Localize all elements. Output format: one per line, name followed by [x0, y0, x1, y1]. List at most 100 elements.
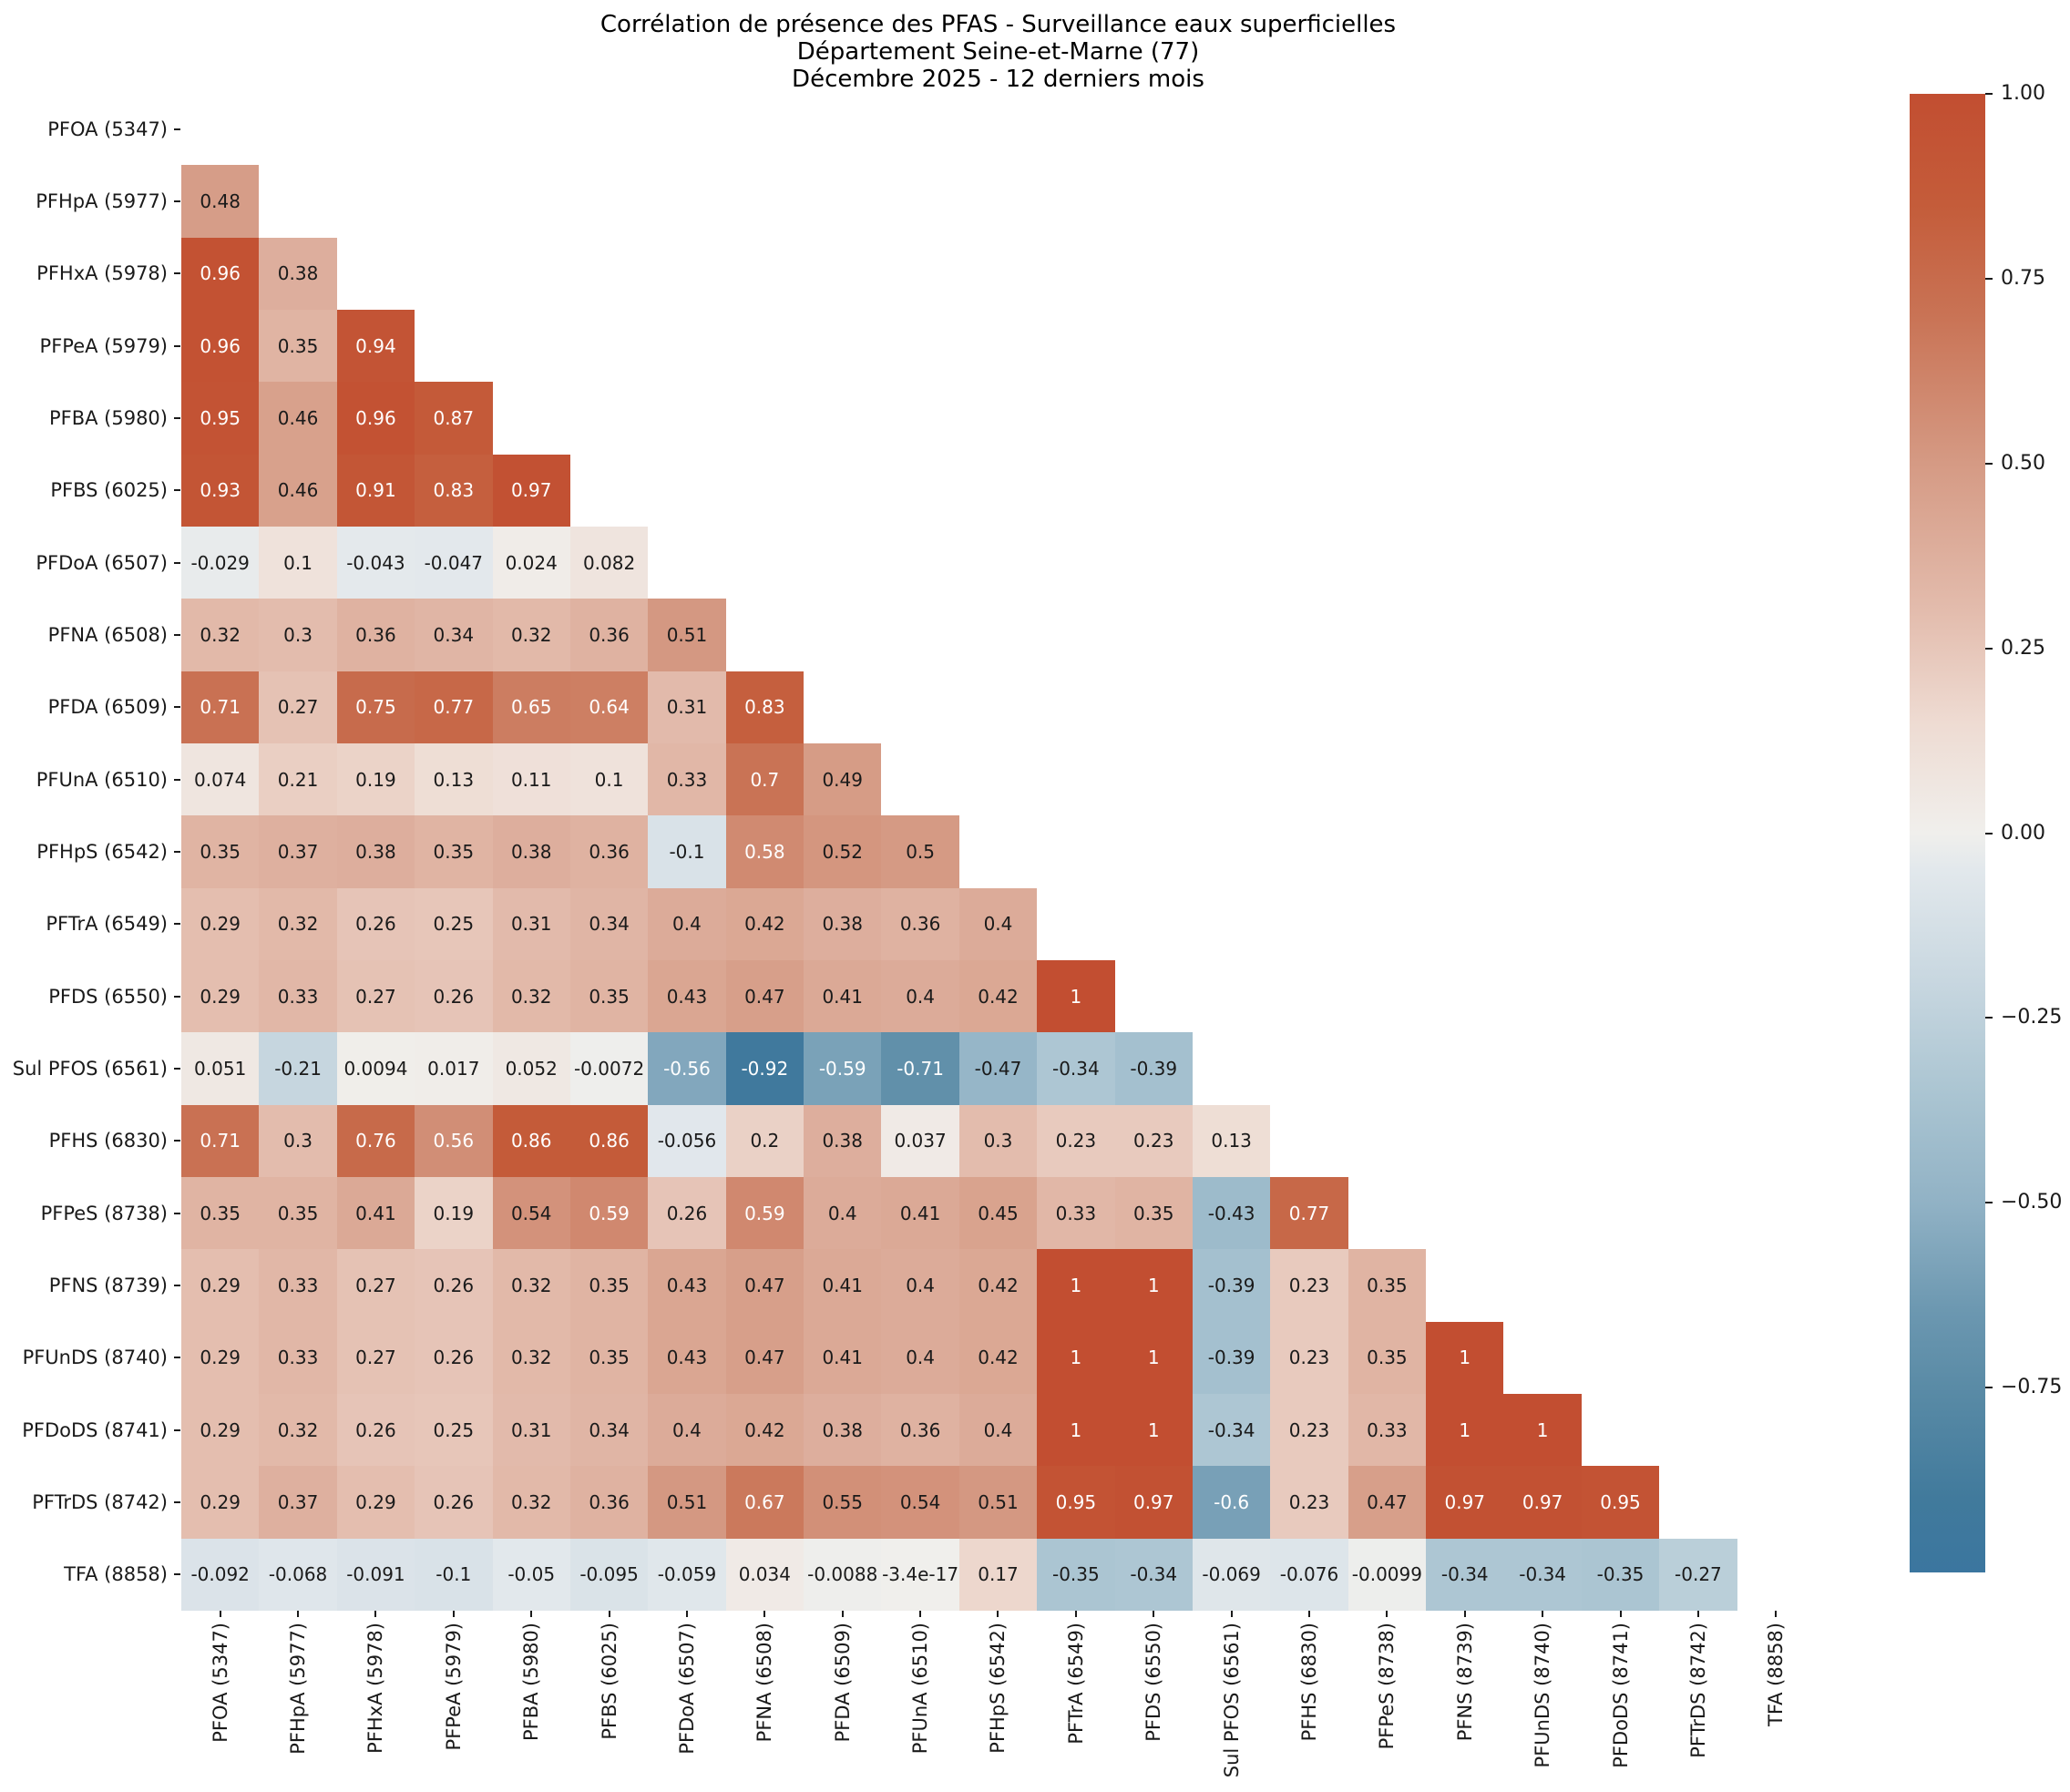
heatmap-cell: -0.047: [415, 526, 493, 599]
x-axis-tick: [452, 1610, 455, 1617]
x-axis-tick: [1775, 1610, 1778, 1617]
colorbar-tick: [1985, 647, 1993, 650]
heatmap-cell: 1: [1037, 1249, 1115, 1322]
y-axis-tick: [174, 489, 180, 492]
heatmap-cell: 0.32: [492, 1466, 570, 1539]
heatmap-cell: 0.32: [492, 1249, 570, 1322]
y-axis-label: PFHxA (5978): [36, 262, 168, 285]
heatmap-cell: 0.26: [415, 1466, 493, 1539]
heatmap-cell: 0.11: [492, 742, 570, 816]
heatmap-cell: 0.43: [648, 1249, 726, 1322]
x-axis-label: TFA (8858): [1765, 1622, 1788, 1726]
colorbar-tick-label: 0.75: [2001, 266, 2045, 290]
heatmap-cell: 0.47: [725, 959, 804, 1033]
x-axis-tick: [685, 1610, 688, 1617]
x-axis-label: PFDA (6509): [831, 1622, 854, 1743]
heatmap-cell: 0.64: [569, 671, 649, 743]
heatmap-cell: 0.35: [181, 815, 260, 888]
heatmap-cell: 0.26: [415, 959, 493, 1033]
heatmap-cell: 0.32: [492, 1321, 570, 1394]
heatmap-cell: -0.1: [415, 1538, 493, 1611]
y-axis-label: PFDoA (6507): [36, 551, 168, 574]
heatmap-cell: -0.0072: [569, 1032, 649, 1105]
heatmap-cell: 1: [1114, 1249, 1193, 1322]
heatmap-cell: 0.3: [958, 1104, 1038, 1177]
heatmap-cell: 0.38: [492, 815, 570, 888]
heatmap-cell: -0.043: [336, 526, 415, 599]
x-axis-label: PFHpS (6542): [987, 1622, 1009, 1754]
heatmap-cell: 0.024: [492, 526, 570, 599]
heatmap-cell: 0.13: [1192, 1104, 1271, 1177]
colorbar-tick-label: 1.00: [2001, 82, 2045, 105]
heatmap-cell: 0.51: [958, 1466, 1038, 1539]
y-axis-tick: [174, 778, 180, 781]
heatmap-cell: 0.54: [492, 1176, 570, 1250]
heatmap-cell: 0.41: [804, 1321, 882, 1394]
heatmap-cell: 0.33: [1037, 1176, 1115, 1250]
y-axis-label: PFHS (6830): [48, 1130, 168, 1152]
heatmap-cell: 0.33: [259, 1321, 337, 1394]
heatmap-cell: 0.46: [259, 382, 337, 455]
heatmap-cell: 0.32: [259, 887, 337, 960]
x-axis-tick: [1619, 1610, 1622, 1617]
heatmap-cell: 0.1: [569, 742, 649, 816]
heatmap-cell: 0.34: [569, 887, 649, 960]
heatmap-cell: -0.069: [1192, 1538, 1271, 1611]
heatmap-cell: -0.029: [181, 526, 260, 599]
heatmap-cell: 0.23: [1270, 1393, 1348, 1467]
heatmap-cell: 0.77: [415, 671, 493, 743]
heatmap-cell: 0.26: [415, 1321, 493, 1394]
y-axis-tick: [174, 416, 180, 419]
heatmap-cell: 0.35: [415, 815, 493, 888]
heatmap-cell: 0.38: [804, 1104, 882, 1177]
heatmap-cell: -3.4e-17: [881, 1538, 959, 1611]
y-axis-label: PFDS (6550): [48, 985, 168, 1008]
heatmap-cell: -0.34: [1192, 1393, 1271, 1467]
heatmap-cell: -0.092: [181, 1538, 260, 1611]
y-axis-tick: [174, 344, 180, 347]
heatmap-cell: 0.77: [1270, 1176, 1348, 1250]
colorbar-tick-label: −0.75: [2001, 1376, 2063, 1399]
heatmap-cell: 0.41: [804, 1249, 882, 1322]
heatmap-cell: 0.35: [569, 1321, 649, 1394]
heatmap-cell: 0.55: [804, 1466, 882, 1539]
heatmap-cell: 0.29: [181, 959, 260, 1033]
heatmap-cell: 0.037: [881, 1104, 959, 1177]
heatmap-cell: 0.97: [1426, 1466, 1504, 1539]
heatmap-cell: 0.29: [181, 1466, 260, 1539]
x-axis-tick: [297, 1610, 300, 1617]
colorbar-tick-label: −0.50: [2001, 1191, 2063, 1214]
heatmap-cell: 0.32: [492, 959, 570, 1033]
heatmap-cell: 0.29: [181, 1321, 260, 1394]
heatmap-cell: 0.38: [804, 1393, 882, 1467]
heatmap-cell: 0.052: [492, 1032, 570, 1105]
heatmap-cell: 0.31: [648, 671, 726, 743]
y-axis-label: PFPeA (5979): [39, 334, 168, 357]
heatmap-cell: 0.32: [181, 599, 260, 671]
heatmap-cell: 0.56: [415, 1104, 493, 1177]
x-axis-label: PFHpA (5977): [287, 1622, 310, 1755]
heatmap-cell: 0.36: [336, 599, 415, 671]
colorbar-tick: [1985, 462, 1993, 465]
heatmap-cell: 0.35: [181, 1176, 260, 1250]
heatmap-cell: 0.93: [181, 454, 260, 527]
heatmap-cell: 0.4: [648, 1393, 726, 1467]
heatmap-cell: 0.36: [881, 887, 959, 960]
heatmap-cell: -0.35: [1581, 1538, 1660, 1611]
x-axis-label: PFDoA (6507): [675, 1622, 698, 1755]
heatmap-cell: 0.96: [336, 382, 415, 455]
heatmap-cell: 0.32: [259, 1393, 337, 1467]
colorbar-tick: [1985, 1017, 1993, 1019]
heatmap-cell: -0.056: [648, 1104, 726, 1177]
heatmap-cell: 0.83: [725, 671, 804, 743]
heatmap-cell: 0.17: [958, 1538, 1038, 1611]
colorbar-tick: [1985, 1387, 1993, 1389]
heatmap-cell: 1: [1114, 1393, 1193, 1467]
heatmap-cell: 0.31: [492, 1393, 570, 1467]
heatmap-cell: 1: [1037, 1393, 1115, 1467]
heatmap-cell: 0.26: [336, 1393, 415, 1467]
x-axis-label: PFPeA (5979): [442, 1622, 465, 1751]
heatmap-cell: -0.56: [648, 1032, 726, 1105]
y-axis-tick: [174, 200, 180, 202]
heatmap-cell: -0.47: [958, 1032, 1038, 1105]
